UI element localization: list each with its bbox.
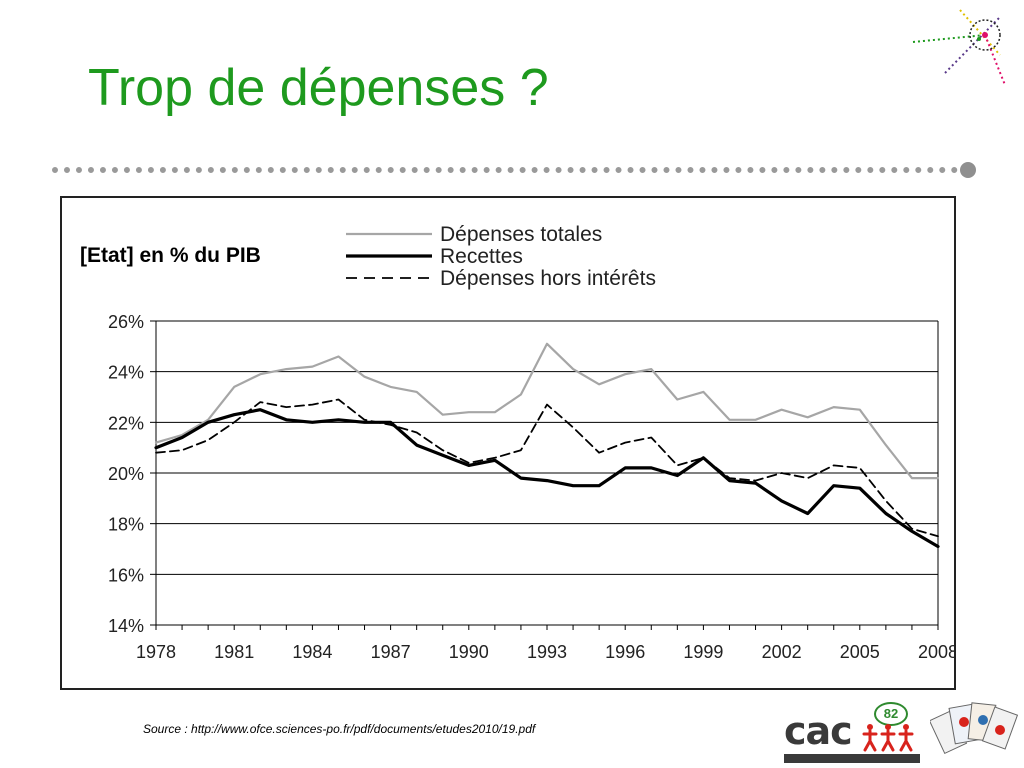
- x-tick-label: 2005: [840, 642, 880, 662]
- line-chart: 14% 16% 18% 20% 22% 24% 26% 1978 1981 1984 1987 199…: [108, 223, 954, 662]
- y-tick-label: 16%: [108, 565, 144, 585]
- y-tick-label: 22%: [108, 413, 144, 433]
- x-tick-label: 1987: [371, 642, 411, 662]
- y-tick-label: 14%: [108, 616, 144, 636]
- logo-tagline-bar: [784, 754, 920, 763]
- x-tick-label: 1978: [136, 642, 176, 662]
- series-line-0: [154, 342, 940, 480]
- x-tick-label: 1981: [214, 642, 254, 662]
- source-note: Source : http://www.ofce.sciences-po.fr/…: [143, 722, 536, 736]
- x-tick-label: 2002: [762, 642, 802, 662]
- legend-label-2: Dépenses hors intérêts: [440, 267, 656, 290]
- logo-text: cac: [784, 709, 853, 753]
- cac-logo: cac 82: [780, 700, 1024, 768]
- x-tick-label: 1993: [527, 642, 567, 662]
- x-tick-label: 1999: [683, 642, 723, 662]
- slide-title: Trop de dépenses ?: [88, 59, 549, 117]
- network-graphic: [912, 9, 1006, 86]
- y-tick-label: 26%: [108, 312, 144, 332]
- people-icon: [862, 724, 914, 752]
- y-tick-label: 20%: [108, 464, 144, 484]
- x-tick-label: 1990: [449, 642, 489, 662]
- chart-frame: 14% 16% 18% 20% 22% 24% 26% 1978 1981 1984 1987 199…: [60, 196, 956, 690]
- series-line-2: [155, 398, 939, 538]
- chart-subtitle: [Etat] en % du PIB: [80, 244, 261, 267]
- divider-end-dot: [960, 162, 976, 178]
- legend-label-1: Recettes: [440, 245, 523, 268]
- dotted-divider: [52, 167, 958, 173]
- series-line-1: [154, 408, 940, 549]
- cards-illustration: [930, 702, 1019, 755]
- x-tick-label: 2008: [918, 642, 954, 662]
- logo-badge: 82: [874, 702, 908, 726]
- x-tick-label: 1996: [605, 642, 645, 662]
- legend-label-0: Dépenses totales: [440, 223, 602, 246]
- y-tick-label: 24%: [108, 363, 144, 383]
- y-tick-label: 18%: [108, 515, 144, 535]
- x-tick-label: 1984: [292, 642, 332, 662]
